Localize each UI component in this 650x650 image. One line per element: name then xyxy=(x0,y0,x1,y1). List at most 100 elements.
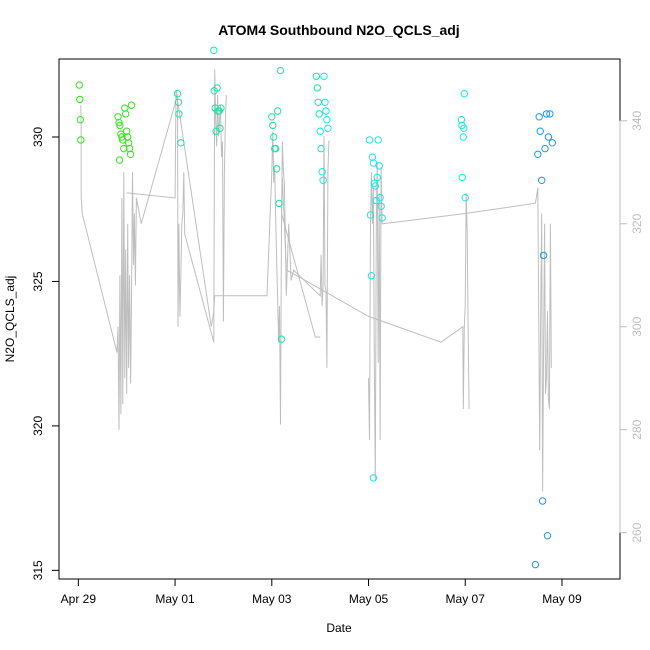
data-point xyxy=(542,110,551,118)
altitude-line-segment xyxy=(80,69,227,430)
data-point xyxy=(122,110,130,118)
data-point xyxy=(210,46,218,54)
data-point xyxy=(313,84,321,92)
data-point xyxy=(126,150,135,159)
y-tick-label: 325 xyxy=(31,271,45,291)
data-point xyxy=(461,194,469,202)
data-point xyxy=(118,133,126,141)
data-point xyxy=(173,90,182,98)
data-point xyxy=(217,104,225,112)
data-point xyxy=(321,98,329,107)
data-point xyxy=(315,110,323,118)
data-point xyxy=(535,113,543,121)
data-point xyxy=(375,162,383,170)
data-point xyxy=(457,116,466,124)
y2-tick-label: 260 xyxy=(630,522,644,542)
chart-title: ATOM4 Southbound N2O_QCLS_adj xyxy=(218,22,459,38)
data-point xyxy=(277,335,286,343)
data-point xyxy=(539,251,548,260)
data-point xyxy=(546,110,554,118)
data-point xyxy=(365,136,374,144)
data-point xyxy=(536,127,544,135)
data-point xyxy=(272,165,281,173)
data-point xyxy=(374,136,382,144)
n2o-points xyxy=(75,46,556,569)
data-point xyxy=(121,104,129,112)
data-point xyxy=(76,116,85,124)
data-point xyxy=(460,90,468,98)
data-point xyxy=(369,474,378,482)
data-point xyxy=(115,156,124,164)
x-tick-label: May 01 xyxy=(155,592,195,606)
data-point xyxy=(458,173,466,182)
data-point xyxy=(371,182,379,190)
data-point xyxy=(312,72,320,81)
y-axis: 315 320 325 330 xyxy=(31,127,60,580)
data-point xyxy=(324,124,332,133)
data-point xyxy=(273,107,282,115)
data-point xyxy=(275,199,283,208)
data-point xyxy=(320,72,328,81)
data-point xyxy=(377,202,385,211)
data-point xyxy=(534,150,542,159)
data-point xyxy=(127,101,136,109)
data-point xyxy=(323,116,331,124)
y-tick-label: 330 xyxy=(31,127,45,147)
data-point xyxy=(538,497,547,505)
data-point xyxy=(459,133,467,141)
data-point xyxy=(531,560,540,569)
data-point xyxy=(367,272,376,280)
data-point xyxy=(366,211,375,219)
y-tick-label: 320 xyxy=(31,416,45,436)
plot-frame xyxy=(58,58,621,580)
data-point xyxy=(75,81,84,89)
data-point xyxy=(120,144,128,153)
data-point xyxy=(177,139,185,147)
x-tick-label: May 07 xyxy=(446,592,486,606)
y2-tick-label: 280 xyxy=(630,419,644,439)
data-point xyxy=(369,159,378,167)
data-point xyxy=(548,139,556,147)
data-point xyxy=(322,107,330,115)
data-point xyxy=(216,124,224,133)
data-point xyxy=(174,98,183,107)
x-axis: Apr 29 May 01 May 03 May 05 May 07 May 09 xyxy=(61,578,582,606)
data-point xyxy=(373,173,381,182)
data-point xyxy=(376,194,384,202)
data-point xyxy=(378,214,386,222)
data-point xyxy=(314,98,322,107)
data-point xyxy=(544,133,553,141)
data-point xyxy=(76,95,84,104)
data-point xyxy=(316,127,324,135)
data-point xyxy=(125,144,134,153)
data-point xyxy=(269,121,277,130)
x-axis-label: Date xyxy=(326,621,352,635)
data-point xyxy=(77,136,85,144)
data-point xyxy=(318,168,326,176)
data-point xyxy=(538,176,546,185)
x-tick-label: May 03 xyxy=(252,592,292,606)
altitude-line-segment xyxy=(126,89,330,425)
y2-tick-label: 320 xyxy=(630,213,644,233)
data-point xyxy=(276,66,285,75)
data-point xyxy=(175,110,183,118)
y-tick-label: 315 xyxy=(31,560,45,580)
data-point xyxy=(270,133,278,141)
data-point xyxy=(460,124,468,133)
y2-tick-label: 340 xyxy=(630,110,644,130)
data-point xyxy=(268,113,276,121)
y2-tick-label: 300 xyxy=(630,316,644,336)
x-tick-label: May 05 xyxy=(349,592,389,606)
data-point xyxy=(319,176,327,185)
data-point xyxy=(317,144,325,153)
x-tick-label: May 09 xyxy=(542,592,582,606)
altitude-line-segment xyxy=(368,161,552,492)
y-axis-label: N2O_QCLS_adj xyxy=(3,276,17,363)
data-point xyxy=(124,133,132,141)
y2-axis: 260 280 300 320 340 xyxy=(619,110,644,543)
data-point xyxy=(272,144,280,153)
data-point xyxy=(116,121,124,130)
x-tick-label: Apr 29 xyxy=(61,592,97,606)
data-point xyxy=(213,84,221,92)
